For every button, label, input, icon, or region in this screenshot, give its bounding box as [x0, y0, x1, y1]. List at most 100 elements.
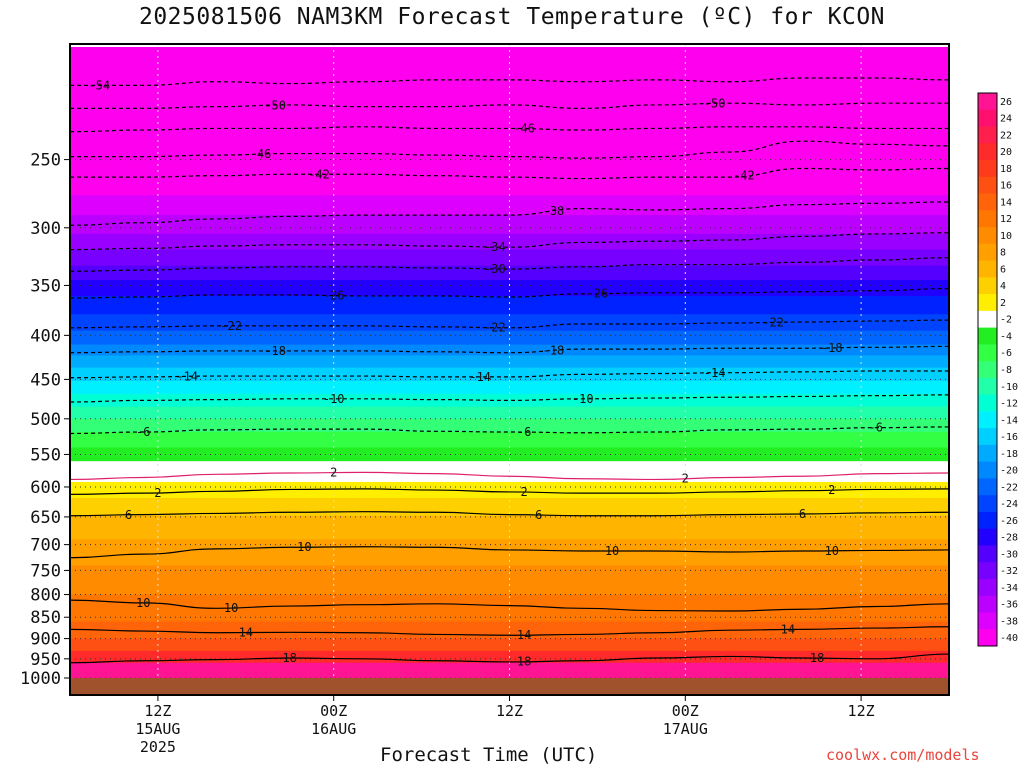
temperature-band	[70, 195, 949, 216]
colorbar-swatch	[978, 160, 997, 178]
contour-label: 18	[810, 651, 824, 665]
colorbar-swatch	[978, 344, 997, 362]
y-tick-label: 750	[30, 561, 61, 581]
colorbar-swatch	[978, 612, 997, 630]
contour-label: 10	[136, 596, 150, 610]
temperature-band	[70, 662, 949, 679]
contour-label: 6	[125, 508, 132, 522]
contour-label: -34	[484, 240, 506, 254]
y-tick-label: 600	[30, 478, 61, 498]
colorbar-label: 24	[1000, 114, 1012, 125]
colorbar-swatch	[978, 461, 997, 479]
colorbar-label: -22	[1000, 482, 1018, 493]
colorbar-swatch	[978, 394, 997, 412]
x-tick-label: 00Z	[672, 702, 699, 720]
contour-line	[70, 653, 949, 664]
colorbar-label: 2	[1000, 298, 1006, 309]
temperature-band	[70, 406, 949, 420]
contour-label: 6	[535, 508, 542, 522]
contour-label: -14	[176, 369, 198, 383]
x-tick-label: 16AUG	[311, 720, 356, 738]
colorbar-label: -12	[1000, 399, 1018, 410]
temperature-band	[70, 295, 949, 315]
colorbar-swatch	[978, 193, 997, 211]
contour-line	[70, 546, 949, 559]
contour-label: -18	[264, 344, 286, 358]
colorbar-swatch	[978, 528, 997, 546]
temperature-band	[70, 355, 949, 369]
contour-label: 18	[283, 651, 297, 665]
contour-label: 14	[517, 628, 531, 642]
y-tick-label: 900	[30, 630, 61, 650]
chart-title: 2025081506 NAM3KM Forecast Temperature (…	[138, 4, 886, 30]
colorbar-label: 22	[1000, 130, 1012, 141]
contour-label: -22	[220, 319, 242, 333]
temperature-band	[70, 314, 949, 332]
temperature-band	[70, 515, 949, 540]
y-tick-label: 700	[30, 536, 61, 556]
colorbar-swatch	[978, 411, 997, 429]
contour-label: 10	[825, 544, 839, 558]
colorbar-label: -24	[1000, 499, 1018, 510]
colorbar-label: -36	[1000, 600, 1018, 611]
colorbar-label: -16	[1000, 432, 1018, 443]
colorbar-swatch	[978, 109, 997, 128]
contour-label: 2	[828, 483, 835, 497]
colorbar-swatch	[978, 260, 997, 278]
y-tick-label: 450	[30, 370, 61, 390]
y-tick-label: 500	[30, 410, 61, 430]
colorbar-swatch	[978, 511, 997, 530]
colorbar-swatch	[978, 595, 997, 613]
contour-label: -22	[762, 315, 784, 329]
colorbar-label: 16	[1000, 181, 1012, 192]
contour-label: -46	[250, 147, 272, 161]
colorbar-swatch	[978, 227, 997, 245]
x-tick-label: 00Z	[320, 702, 347, 720]
contour-label: 2	[154, 486, 161, 500]
contour-label: 10	[605, 544, 619, 558]
contour-label: 6	[799, 507, 806, 521]
colorbar-label: 8	[1000, 248, 1006, 259]
contour-label: -46	[513, 122, 535, 136]
contour-label: -10	[572, 392, 594, 406]
contour-line	[70, 488, 949, 495]
contour-label: -6	[136, 425, 150, 439]
colorbar-label: 6	[1000, 264, 1006, 275]
temperature-band	[70, 418, 949, 433]
temperature-band	[70, 330, 949, 346]
colorbar-swatch	[978, 93, 997, 111]
contour-line	[70, 599, 949, 612]
y-tick-label: 1000	[20, 669, 61, 689]
temperature-band	[70, 481, 949, 499]
contour-line	[70, 471, 949, 481]
colorbar-swatch	[978, 143, 997, 161]
colorbar-swatch	[978, 545, 997, 563]
colorbar-label: -32	[1000, 566, 1018, 577]
colorbar-label: -34	[1000, 583, 1018, 594]
colorbar-swatch	[978, 377, 997, 396]
colorbar-label: -38	[1000, 616, 1018, 627]
contour-label: -30	[484, 262, 506, 276]
colorbar-label: -10	[1000, 382, 1018, 393]
x-tick-label: 17AUG	[663, 720, 708, 738]
y-tick-label: 250	[30, 151, 61, 171]
contour-label: -54	[88, 78, 110, 92]
contour-line	[70, 511, 949, 517]
colorbar-label: -8	[1000, 365, 1012, 376]
colorbar-label: 26	[1000, 97, 1012, 108]
colorbar-swatch	[978, 210, 997, 228]
colorbar-label: -14	[1000, 415, 1018, 426]
contour-label: -50	[704, 97, 726, 111]
colorbar-label: -18	[1000, 449, 1018, 460]
contour-label: 2	[682, 472, 689, 486]
colorbar-swatch	[978, 294, 997, 312]
colorbar-label: 14	[1000, 197, 1012, 208]
contour-label: -6	[517, 425, 531, 439]
colorbar-label: 10	[1000, 231, 1012, 242]
colorbar-swatch	[978, 126, 997, 144]
colorbar-swatch	[978, 495, 997, 513]
credit-link[interactable]: coolwx.com/models	[826, 746, 980, 764]
contour-label: -14	[469, 370, 491, 384]
colorbar-swatch	[978, 243, 997, 262]
contour-label: 18	[517, 655, 531, 669]
